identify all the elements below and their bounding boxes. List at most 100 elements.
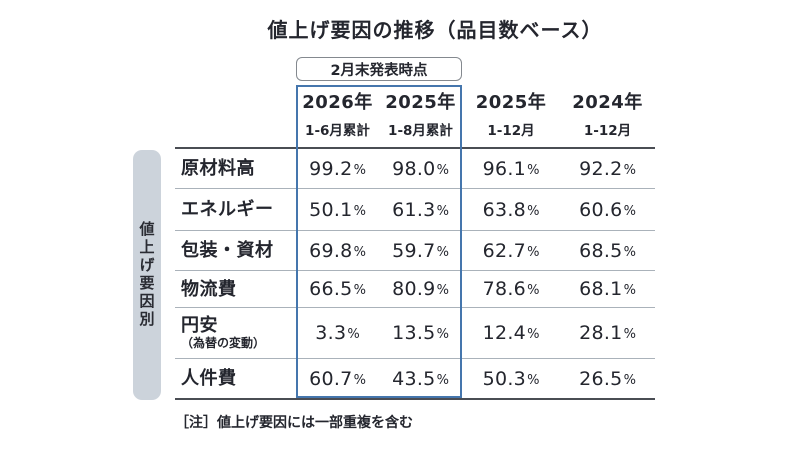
percent-sign: % xyxy=(623,244,636,260)
value-cell: 68.5% xyxy=(560,231,655,270)
value: 96.1 xyxy=(482,157,527,180)
value-cell: 99.2% xyxy=(296,149,379,188)
row-group-label: 値上げ要因別 xyxy=(137,221,156,329)
percent-sign: % xyxy=(527,244,540,260)
percent-sign: % xyxy=(623,327,636,342)
row-label: 円安 xyxy=(181,315,218,336)
value-cell: 50.3% xyxy=(462,359,560,398)
value: 3.3 xyxy=(315,322,347,344)
value: 92.2 xyxy=(579,157,623,180)
value: 63.8 xyxy=(482,198,527,221)
value: 98.0 xyxy=(392,157,436,180)
value: 59.7 xyxy=(392,239,436,262)
percent-sign: % xyxy=(353,203,366,219)
value: 13.5 xyxy=(392,322,436,344)
row-label: 物流費 xyxy=(181,278,237,300)
table-row-labor-costs: 人件費 60.7% 43.5% 50.3% 26.5% xyxy=(175,358,655,398)
row-label-cell: エネルギー xyxy=(175,189,296,230)
announcement-period-callout: 2月末発表時点 xyxy=(296,57,462,81)
value: 50.1 xyxy=(309,198,353,221)
percent-sign: % xyxy=(353,283,366,298)
value: 28.1 xyxy=(579,322,623,344)
value: 26.5 xyxy=(579,367,623,390)
value-cell: 60.6% xyxy=(560,189,655,230)
value: 62.7 xyxy=(482,239,527,262)
percent-sign: % xyxy=(623,283,636,298)
value-cell: 50.1% xyxy=(296,189,379,230)
column-period: 1-8月累計 xyxy=(388,123,453,139)
header-spacer xyxy=(175,85,296,147)
value: 50.3 xyxy=(482,367,527,390)
value-cell: 59.7% xyxy=(379,231,462,270)
percent-sign: % xyxy=(527,203,540,219)
table-row-packaging-materials: 包装・資材 69.8% 59.7% 62.7% 68.5% xyxy=(175,230,655,270)
value-cell: 69.8% xyxy=(296,231,379,270)
percent-sign: % xyxy=(353,372,366,388)
row-label: 人件費 xyxy=(181,368,237,389)
value-cell: 3.3% xyxy=(296,308,379,358)
column-period: 1-12月 xyxy=(487,123,535,139)
value: 61.3 xyxy=(392,198,436,221)
row-group-label-bar: 値上げ要因別 xyxy=(133,150,161,400)
table-row-logistics: 物流費 66.5% 80.9% 78.6% 68.1% xyxy=(175,270,655,307)
value: 78.6 xyxy=(482,278,527,300)
data-table: 原材料高 99.2% 98.0% 96.1% 92.2% エネルギー 50.1%… xyxy=(175,147,655,400)
column-period: 1-6月累計 xyxy=(305,123,370,139)
value-cell: 43.5% xyxy=(379,359,462,398)
column-year: 2024年 xyxy=(572,92,643,113)
column-period: 1-12月 xyxy=(583,123,632,139)
percent-sign: % xyxy=(623,372,636,388)
percent-sign: % xyxy=(436,162,449,178)
value: 80.9 xyxy=(392,278,436,300)
percent-sign: % xyxy=(623,203,636,219)
value-cell: 62.7% xyxy=(462,231,560,270)
value-cell: 66.5% xyxy=(296,271,379,307)
value-cell: 98.0% xyxy=(379,149,462,188)
value: 68.1 xyxy=(579,278,623,300)
value: 12.4 xyxy=(482,322,527,344)
value-cell: 12.4% xyxy=(462,308,560,358)
value-cell: 28.1% xyxy=(560,308,655,358)
row-label-cell: 物流費 xyxy=(175,271,296,307)
column-year: 2026年 xyxy=(302,92,373,113)
table-row-energy: エネルギー 50.1% 61.3% 63.8% 60.6% xyxy=(175,188,655,230)
percent-sign: % xyxy=(436,244,449,260)
value-cell: 68.1% xyxy=(560,271,655,307)
row-label-cell: 人件費 xyxy=(175,359,296,398)
row-label-cell: 円安 （為替の変動） xyxy=(175,308,296,358)
column-header-2025-jan-aug: 2025年 1-8月累計 xyxy=(379,85,462,147)
percent-sign: % xyxy=(527,372,540,388)
column-header-2025-full-year: 2025年 1-12月 xyxy=(462,85,560,147)
value-cell: 13.5% xyxy=(379,308,462,358)
percent-sign: % xyxy=(623,162,636,178)
table-header-row: 2026年 1-6月累計 2025年 1-8月累計 2025年 1-12月 20… xyxy=(175,85,655,147)
value-cell: 78.6% xyxy=(462,271,560,307)
page-title: 値上げ要因の推移（品目数ベース） xyxy=(267,18,603,42)
value-cell: 61.3% xyxy=(379,189,462,230)
row-label: 包装・資材 xyxy=(181,240,274,261)
column-header-2024-full-year: 2024年 1-12月 xyxy=(560,85,655,147)
percent-sign: % xyxy=(347,327,360,342)
column-year: 2025年 xyxy=(475,92,547,113)
row-label-cell: 包装・資材 xyxy=(175,231,296,270)
value: 99.2 xyxy=(309,157,353,180)
percent-sign: % xyxy=(436,327,449,342)
row-sublabel: （為替の変動） xyxy=(181,336,266,350)
percent-sign: % xyxy=(436,203,449,219)
footnote: ［注］値上げ要因には一部重複を含む xyxy=(175,415,413,431)
percent-sign: % xyxy=(527,327,540,342)
percent-sign: % xyxy=(353,162,366,178)
value: 60.6 xyxy=(579,198,623,221)
row-label: エネルギー xyxy=(181,199,274,220)
value-cell: 96.1% xyxy=(462,149,560,188)
table-row-raw-materials: 原材料高 99.2% 98.0% 96.1% 92.2% xyxy=(175,147,655,188)
row-label: 原材料高 xyxy=(181,158,255,179)
value: 68.5 xyxy=(579,239,623,262)
percent-sign: % xyxy=(353,244,366,260)
value-cell: 63.8% xyxy=(462,189,560,230)
column-year: 2025年 xyxy=(385,92,456,113)
value: 43.5 xyxy=(392,367,436,390)
value-cell: 92.2% xyxy=(560,149,655,188)
value: 60.7 xyxy=(309,367,353,390)
value: 69.8 xyxy=(309,239,353,262)
